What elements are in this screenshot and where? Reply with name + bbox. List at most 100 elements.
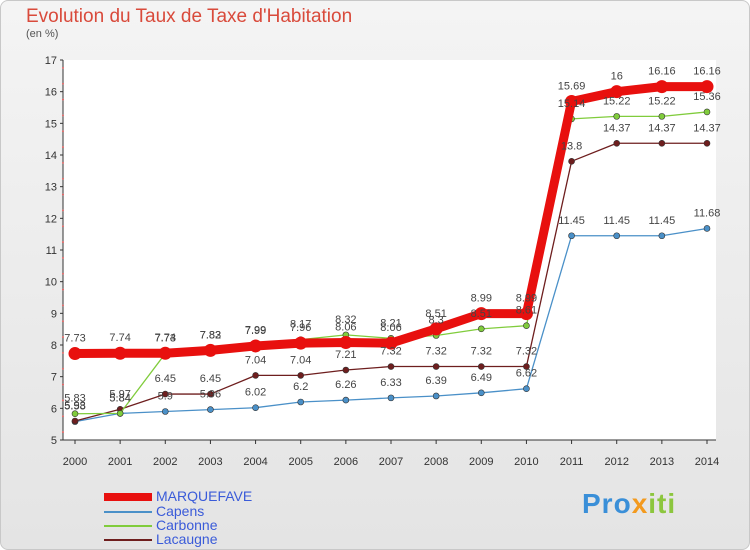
data-point-marquefave — [113, 346, 127, 360]
data-label-marquefave: 8.06 — [380, 322, 401, 334]
data-point-capens — [297, 398, 305, 406]
y-minor-tick — [62, 98, 64, 101]
data-label-lacaugne: 5.97 — [109, 388, 130, 400]
data-point-marquefave — [610, 85, 624, 99]
x-tick-label: 2002 — [153, 456, 177, 468]
data-label-marquefave: 7.83 — [200, 329, 221, 341]
x-tick-label: 2000 — [63, 456, 87, 468]
data-label-carbonne: 5.83 — [64, 393, 85, 405]
data-point-capens — [568, 232, 575, 240]
y-minor-tick — [62, 383, 64, 386]
data-point-lacaugne — [342, 366, 350, 374]
data-label-marquefave: 16 — [611, 71, 623, 83]
data-label-capens: 11.45 — [648, 215, 675, 227]
data-label-carbonne: 15.36 — [693, 91, 721, 103]
data-point-marquefave — [158, 346, 172, 360]
chart-title: Evolution du Taux de Taxe d'Habitation — [26, 6, 353, 27]
data-label-lacaugne: 13.8 — [561, 140, 582, 152]
y-tick-label: 17 — [45, 55, 57, 67]
y-tick-label: 12 — [45, 213, 57, 225]
data-point-marquefave — [294, 336, 308, 350]
data-label-lacaugne: 7.32 — [516, 346, 537, 358]
x-tick-label: 2010 — [514, 456, 538, 468]
y-minor-tick — [62, 114, 64, 117]
data-point-capens — [523, 385, 530, 393]
y-minor-tick — [62, 288, 64, 291]
y-minor-tick — [62, 272, 64, 275]
data-label-marquefave: 8.51 — [425, 308, 446, 320]
data-point-capens — [161, 408, 169, 415]
data-point-capens — [387, 394, 395, 402]
data-point-lacaugne — [703, 139, 711, 147]
data-point-marquefave — [519, 307, 533, 321]
y-tick-label: 8 — [51, 340, 57, 352]
data-point-carbonne — [71, 410, 79, 418]
chart-unit: (en %) — [26, 28, 59, 40]
data-label-carbonne: 8.3 — [428, 315, 443, 327]
data-point-lacaugne — [161, 390, 169, 398]
data-label-carbonne: 8.61 — [516, 305, 537, 317]
data-point-marquefave — [700, 80, 714, 94]
data-point-lacaugne — [387, 363, 395, 370]
data-label-capens: 11.45 — [558, 215, 585, 227]
data-label-carbonne: 5.84 — [109, 392, 130, 404]
data-label-carbonne: 7.82 — [200, 330, 221, 342]
data-point-capens — [207, 406, 214, 413]
data-point-carbonne — [613, 113, 621, 120]
data-point-marquefave — [655, 80, 669, 94]
data-label-marquefave: 7.96 — [290, 322, 311, 334]
y-minor-tick — [62, 225, 64, 228]
y-tick-label: 11 — [46, 245, 57, 257]
data-point-marquefave — [565, 94, 579, 108]
data-point-lacaugne — [523, 363, 530, 370]
data-label-lacaugne: 7.21 — [335, 349, 356, 361]
data-label-lacaugne: 7.32 — [380, 346, 401, 358]
y-tick-label: 14 — [45, 150, 57, 162]
data-label-carbonne: 8.32 — [335, 314, 356, 326]
y-tick-label: 9 — [51, 308, 57, 320]
data-label-marquefave: 16.16 — [693, 66, 721, 78]
data-point-marquefave — [203, 343, 217, 357]
y-minor-tick — [62, 257, 64, 259]
data-point-marquefave — [339, 335, 353, 349]
legend-label-marquefave: MARQUEFAVE — [156, 488, 253, 504]
y-tick-label: 15 — [45, 118, 57, 130]
data-point-lacaugne — [613, 139, 621, 147]
data-label-lacaugne: 5.93 — [64, 400, 85, 412]
y-minor-tick — [62, 304, 64, 307]
x-tick-label: 2007 — [379, 456, 403, 468]
data-point-carbonne — [523, 322, 530, 329]
data-label-capens: 6.49 — [471, 372, 492, 384]
brand-logo: Proxiti — [582, 488, 677, 519]
data-point-carbonne — [658, 113, 666, 120]
legend-swatch-marquefave — [104, 493, 152, 501]
data-label-marquefave: 8.99 — [516, 293, 537, 305]
y-minor-tick — [62, 352, 64, 354]
y-minor-tick — [62, 241, 64, 243]
x-tick-label: 2009 — [469, 456, 493, 468]
data-point-capens — [613, 232, 621, 240]
data-label-capens: 6.33 — [380, 377, 401, 389]
data-point-capens — [658, 232, 666, 240]
legend-label-carbonne: Carbonne — [156, 517, 218, 533]
data-label-capens: 6.02 — [245, 387, 266, 399]
y-minor-tick — [62, 146, 64, 148]
data-point-capens — [477, 389, 485, 397]
y-minor-tick — [62, 82, 64, 85]
data-point-lacaugne — [568, 158, 575, 165]
data-label-carbonne: 8.17 — [290, 319, 311, 331]
x-tick-label: 2004 — [243, 456, 267, 468]
y-tick-label: 7 — [51, 372, 57, 384]
data-label-carbonne: 7.99 — [245, 324, 266, 336]
legend-swatch-capens — [104, 511, 152, 513]
legend-swatch-lacaugne — [104, 539, 152, 541]
data-label-capens: 6.62 — [516, 368, 537, 380]
data-point-capens — [252, 404, 259, 412]
data-point-marquefave — [68, 347, 82, 361]
data-label-marquefave: 8.06 — [335, 321, 356, 333]
x-tick-label: 2013 — [650, 456, 674, 468]
y-minor-tick — [62, 320, 64, 323]
y-minor-tick — [62, 177, 64, 180]
x-tick-label: 2008 — [424, 456, 448, 468]
